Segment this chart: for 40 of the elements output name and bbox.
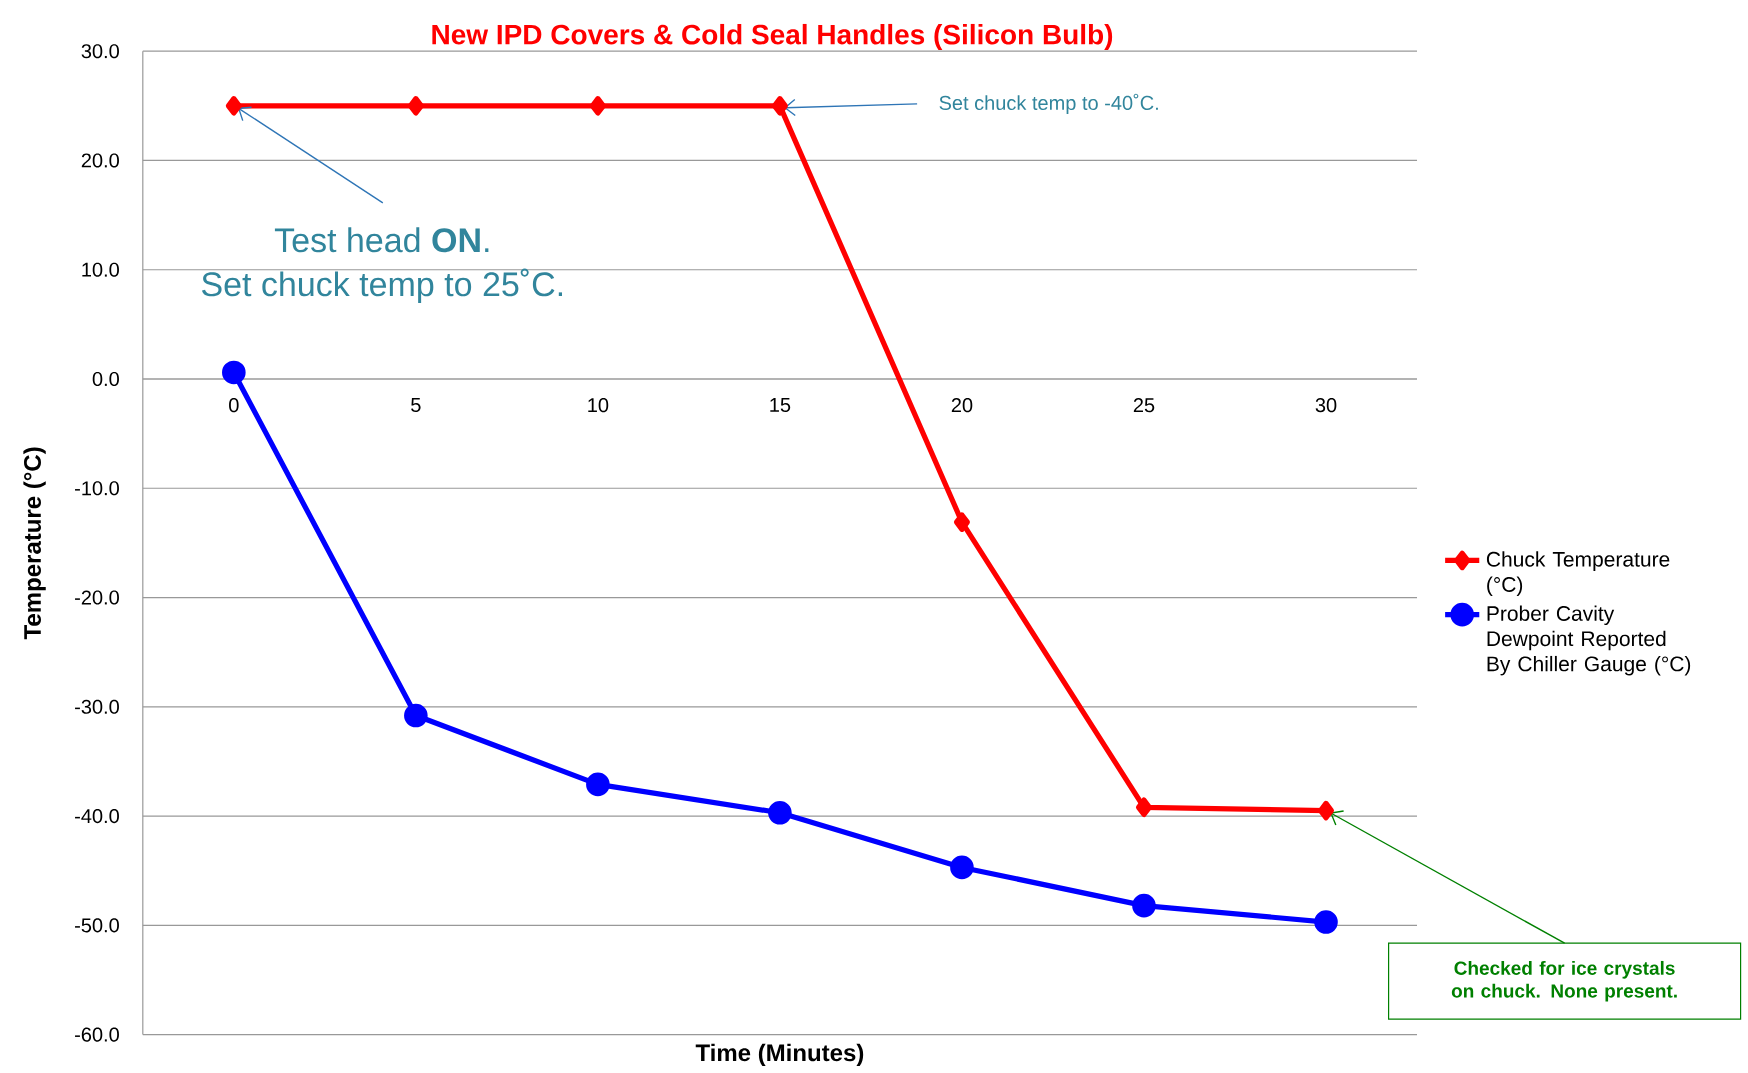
- y-tick-label: 30.0: [81, 44, 119, 59]
- y-tick-label: -50.0: [75, 918, 119, 933]
- point: [1314, 910, 1338, 934]
- y-tick-label: 10.0: [82, 262, 119, 277]
- point: [1132, 893, 1156, 918]
- legend-label: Prober Cavity Dewpoint Reported By Chiller Gauge (°C): [1487, 605, 1691, 676]
- point: [222, 360, 246, 385]
- y-tick-label: -60.0: [75, 1027, 119, 1042]
- y-tick-label: -30.0: [75, 699, 119, 714]
- point: [950, 855, 974, 880]
- x-tick-label: 20: [951, 398, 973, 413]
- point: [1135, 797, 1152, 818]
- y-tick-label: 20.0: [81, 153, 119, 168]
- point: [586, 772, 610, 797]
- point: [589, 96, 606, 116]
- point: [1318, 800, 1334, 821]
- x-tick-label: 15: [770, 398, 791, 413]
- point: [404, 703, 428, 728]
- point: [953, 512, 970, 532]
- annotation: Test head ON.: [274, 227, 489, 253]
- chart-subtitle: New IPD Covers & Cold Seal Handles (Silicon Bulb): [432, 23, 1113, 51]
- point: [768, 800, 792, 825]
- y-tick-label: -10.0: [75, 481, 119, 496]
- point: [225, 96, 242, 116]
- annotation: Set chuck temp to 25˚C.: [202, 268, 563, 304]
- x-tick-label: 0: [229, 398, 239, 413]
- x-axis-title: Time (Minutes): [695, 1043, 864, 1067]
- x-tick-label: 5: [411, 398, 421, 413]
- x-tick-label: 10: [588, 398, 609, 413]
- legend-label: Chuck Temperature (°C): [1486, 551, 1670, 597]
- annotation: Checked for ice crystals on chuck. None present.: [1451, 960, 1677, 1002]
- x-tick-label: 30: [1315, 398, 1337, 413]
- y-tick-label: -20.0: [75, 590, 119, 605]
- y-tick-label: -40.0: [75, 808, 119, 824]
- annotation: Set chuck temp to -40˚C.: [939, 93, 1158, 114]
- y-tick-label: 0.0: [92, 371, 119, 387]
- y-axis-title: Temperature (°C): [23, 447, 46, 640]
- x-tick-label: 25: [1133, 398, 1155, 413]
- point: [407, 96, 424, 116]
- point: [771, 96, 788, 116]
